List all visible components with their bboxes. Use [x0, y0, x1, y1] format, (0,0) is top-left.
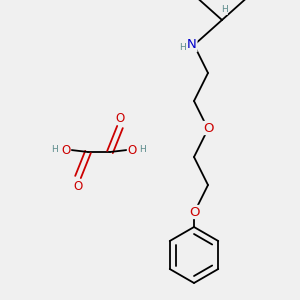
Text: H: H [178, 43, 185, 52]
Text: O: O [189, 206, 199, 218]
Text: H: H [52, 145, 58, 154]
Text: H: H [220, 5, 227, 14]
Text: O: O [128, 143, 136, 157]
Text: H: H [140, 145, 146, 154]
Text: O: O [116, 112, 124, 124]
Text: O: O [74, 179, 82, 193]
Text: N: N [187, 38, 197, 52]
Text: O: O [61, 143, 70, 157]
Text: O: O [203, 122, 213, 134]
